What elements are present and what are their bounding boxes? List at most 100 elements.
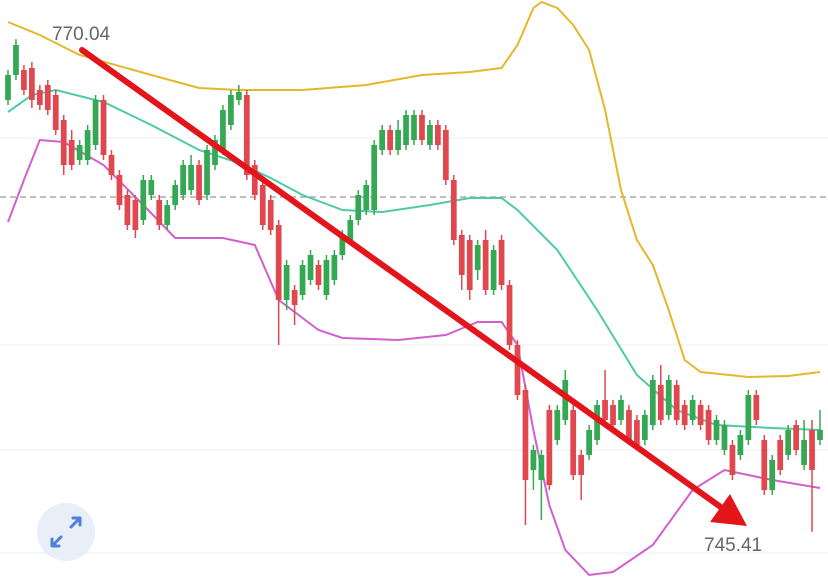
candle-body bbox=[387, 130, 393, 150]
candle-body bbox=[618, 400, 624, 420]
candle-body bbox=[498, 240, 505, 285]
candle-body bbox=[44, 85, 51, 110]
candle-body bbox=[427, 125, 433, 145]
candle-body bbox=[13, 45, 19, 75]
candle-body bbox=[506, 285, 513, 345]
arrow-shaft bbox=[79, 47, 725, 511]
candle-body bbox=[578, 455, 585, 475]
candle-body bbox=[713, 420, 720, 440]
candle-body bbox=[769, 460, 776, 490]
candle-body bbox=[626, 410, 632, 440]
candle-body bbox=[180, 165, 187, 195]
candle-body bbox=[315, 265, 322, 285]
candle-body bbox=[235, 92, 242, 100]
candle-body bbox=[76, 145, 83, 160]
band-line bbox=[7, 88, 821, 431]
candle-body bbox=[307, 255, 314, 280]
candle-body bbox=[458, 235, 465, 275]
price-label: 770.04 bbox=[52, 24, 111, 45]
candle-body bbox=[291, 290, 298, 305]
candle-body bbox=[681, 405, 688, 425]
candle-body bbox=[562, 380, 569, 420]
candle-body bbox=[267, 200, 274, 230]
expand-circle[interactable] bbox=[37, 503, 95, 561]
candle-body bbox=[108, 155, 115, 175]
candle-body bbox=[538, 455, 545, 480]
candle-body bbox=[124, 195, 131, 225]
candle-body bbox=[355, 195, 362, 220]
candle-body bbox=[68, 140, 75, 165]
candle-body bbox=[761, 440, 768, 490]
candle-body bbox=[801, 440, 807, 465]
candle-body bbox=[442, 130, 449, 180]
expand-icon[interactable] bbox=[50, 516, 82, 548]
band-line bbox=[7, 0, 821, 379]
candle-body bbox=[641, 415, 648, 440]
candle-body bbox=[164, 205, 171, 225]
candle-body bbox=[29, 68, 35, 100]
candle-body bbox=[793, 425, 799, 450]
candle-body bbox=[403, 115, 409, 145]
candle-body bbox=[594, 405, 600, 440]
candle-body bbox=[586, 430, 593, 455]
candle-body bbox=[84, 130, 91, 160]
candle-body bbox=[482, 240, 489, 290]
candle-body bbox=[212, 140, 218, 165]
expand-button[interactable] bbox=[37, 503, 95, 561]
candle-body bbox=[634, 420, 640, 445]
candle-body bbox=[785, 430, 792, 455]
candle-body bbox=[347, 220, 354, 240]
candle-body bbox=[172, 185, 179, 205]
candle-body bbox=[339, 235, 346, 255]
candle-body bbox=[673, 385, 680, 420]
candle-body bbox=[60, 120, 67, 165]
candle-body bbox=[140, 180, 147, 220]
candle-body bbox=[530, 450, 537, 470]
candle-body bbox=[156, 200, 163, 225]
price-label: 745.41 bbox=[704, 535, 762, 556]
candles bbox=[5, 39, 823, 532]
candle-body bbox=[243, 95, 250, 175]
candle-body bbox=[251, 165, 258, 195]
candle-body bbox=[92, 100, 99, 145]
candle-body bbox=[331, 255, 338, 280]
candle-body bbox=[188, 165, 194, 190]
candle-body bbox=[299, 265, 306, 295]
candle-body bbox=[323, 260, 330, 295]
candle-body bbox=[259, 185, 266, 225]
candle-body bbox=[610, 405, 616, 425]
candle-body bbox=[379, 130, 386, 150]
candle-body bbox=[466, 240, 473, 290]
candle-body bbox=[52, 95, 59, 130]
candle-body bbox=[570, 410, 577, 475]
labels: 770.04 745.41 bbox=[52, 24, 762, 556]
candle-body bbox=[435, 125, 441, 145]
candle-body bbox=[395, 130, 401, 150]
candle-body bbox=[554, 410, 561, 440]
candle-body bbox=[5, 75, 11, 100]
candle-body bbox=[148, 180, 155, 195]
candle-body bbox=[21, 70, 27, 90]
candle-body bbox=[490, 250, 497, 290]
candle-body bbox=[649, 380, 656, 425]
candle-body bbox=[36, 90, 43, 105]
candle-body bbox=[220, 110, 226, 150]
candle-body bbox=[817, 430, 823, 440]
candle-body bbox=[689, 400, 696, 420]
candle-body bbox=[196, 165, 202, 200]
candle-body bbox=[411, 115, 417, 140]
candle-body bbox=[371, 145, 378, 210]
candle-body bbox=[100, 100, 107, 155]
candle-body bbox=[275, 225, 282, 300]
candle-body bbox=[116, 175, 123, 205]
candle-body bbox=[721, 425, 728, 450]
candle-body bbox=[419, 115, 425, 140]
candle-body bbox=[450, 180, 457, 240]
candle-body bbox=[363, 185, 370, 210]
candle-body bbox=[522, 390, 529, 480]
candle-body bbox=[729, 445, 736, 475]
candle-body bbox=[657, 385, 664, 420]
candle-body bbox=[745, 395, 752, 440]
